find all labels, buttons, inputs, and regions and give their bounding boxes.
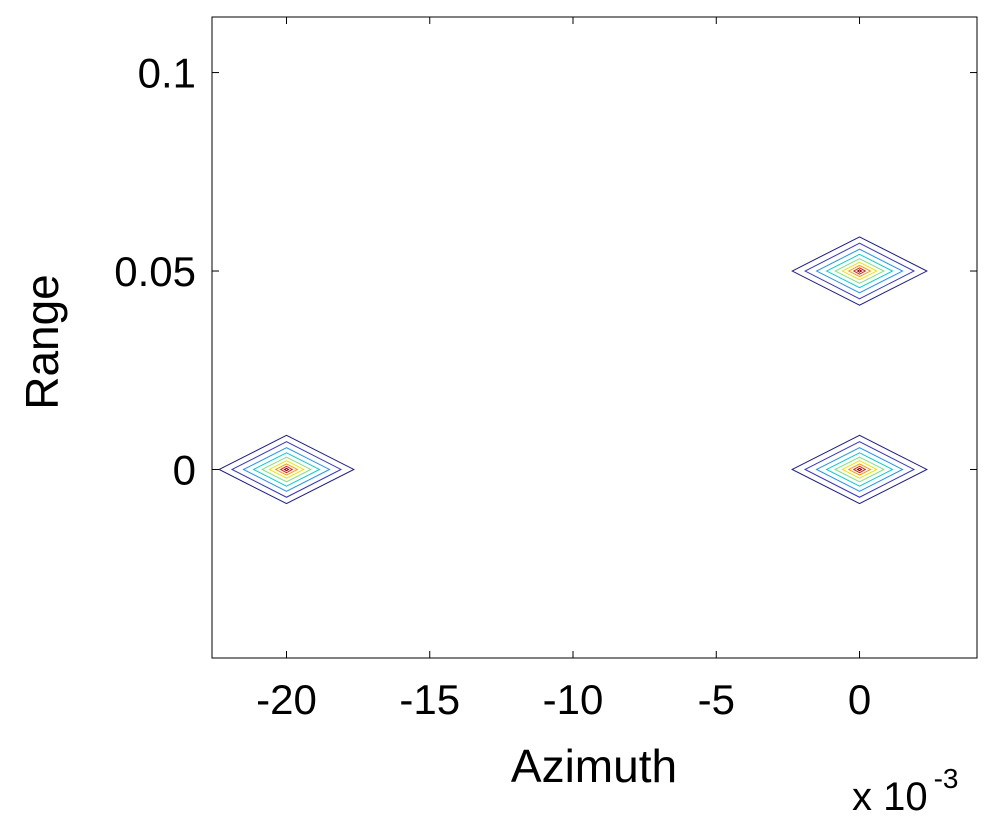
contour-layer — [218, 236, 928, 505]
contour-line — [230, 441, 343, 498]
contour-line — [847, 463, 872, 476]
x-exponent-power: -3 — [934, 763, 959, 794]
contour-line — [791, 236, 928, 306]
contour-line — [279, 465, 294, 474]
contour-line — [242, 447, 331, 492]
contour-line — [852, 465, 867, 474]
contour-line — [268, 460, 305, 479]
contour-line — [803, 242, 916, 300]
x-tick-label: 0 — [848, 676, 871, 723]
contour-line — [803, 441, 916, 498]
contour-line — [252, 452, 321, 487]
target-contour-group — [791, 236, 928, 306]
target-contour-group — [218, 434, 355, 505]
x-tick-label: -10 — [543, 676, 604, 723]
plot-area — [211, 16, 978, 659]
target-contour-group — [791, 434, 928, 505]
contour-line — [283, 467, 290, 472]
y-tick-label: 0.1 — [138, 50, 196, 97]
contour-line — [847, 264, 872, 278]
contour-line — [825, 253, 894, 289]
contour-line — [261, 456, 312, 483]
contour-line — [825, 452, 894, 487]
contour-line — [852, 267, 867, 275]
contour-line — [856, 467, 863, 472]
x-tick-label: -5 — [698, 676, 735, 723]
contour-line — [834, 258, 885, 284]
tick-layer: -20 -15 -10 -5 0 0 0.05 0.1 — [114, 17, 977, 723]
x-tick-label: -20 — [256, 676, 317, 723]
contour-line — [841, 261, 878, 281]
x-exponent-label: x 10 -3 — [852, 763, 959, 819]
x-axis-title: Azimuth — [511, 740, 677, 792]
contour-line — [218, 434, 355, 505]
x-exponent-prefix: x 10 — [852, 775, 928, 819]
contour-line — [791, 434, 928, 505]
y-axis-title: Range — [16, 274, 68, 410]
x-tick-label: -15 — [399, 676, 460, 723]
contour-line — [834, 456, 885, 483]
contour-line — [815, 447, 904, 492]
y-tick-label: 0.05 — [114, 248, 196, 295]
contour-line — [815, 248, 904, 294]
contour-line — [274, 463, 299, 476]
contour-line — [841, 460, 878, 479]
y-tick-label: 0 — [173, 446, 196, 493]
contour-line — [856, 269, 863, 273]
